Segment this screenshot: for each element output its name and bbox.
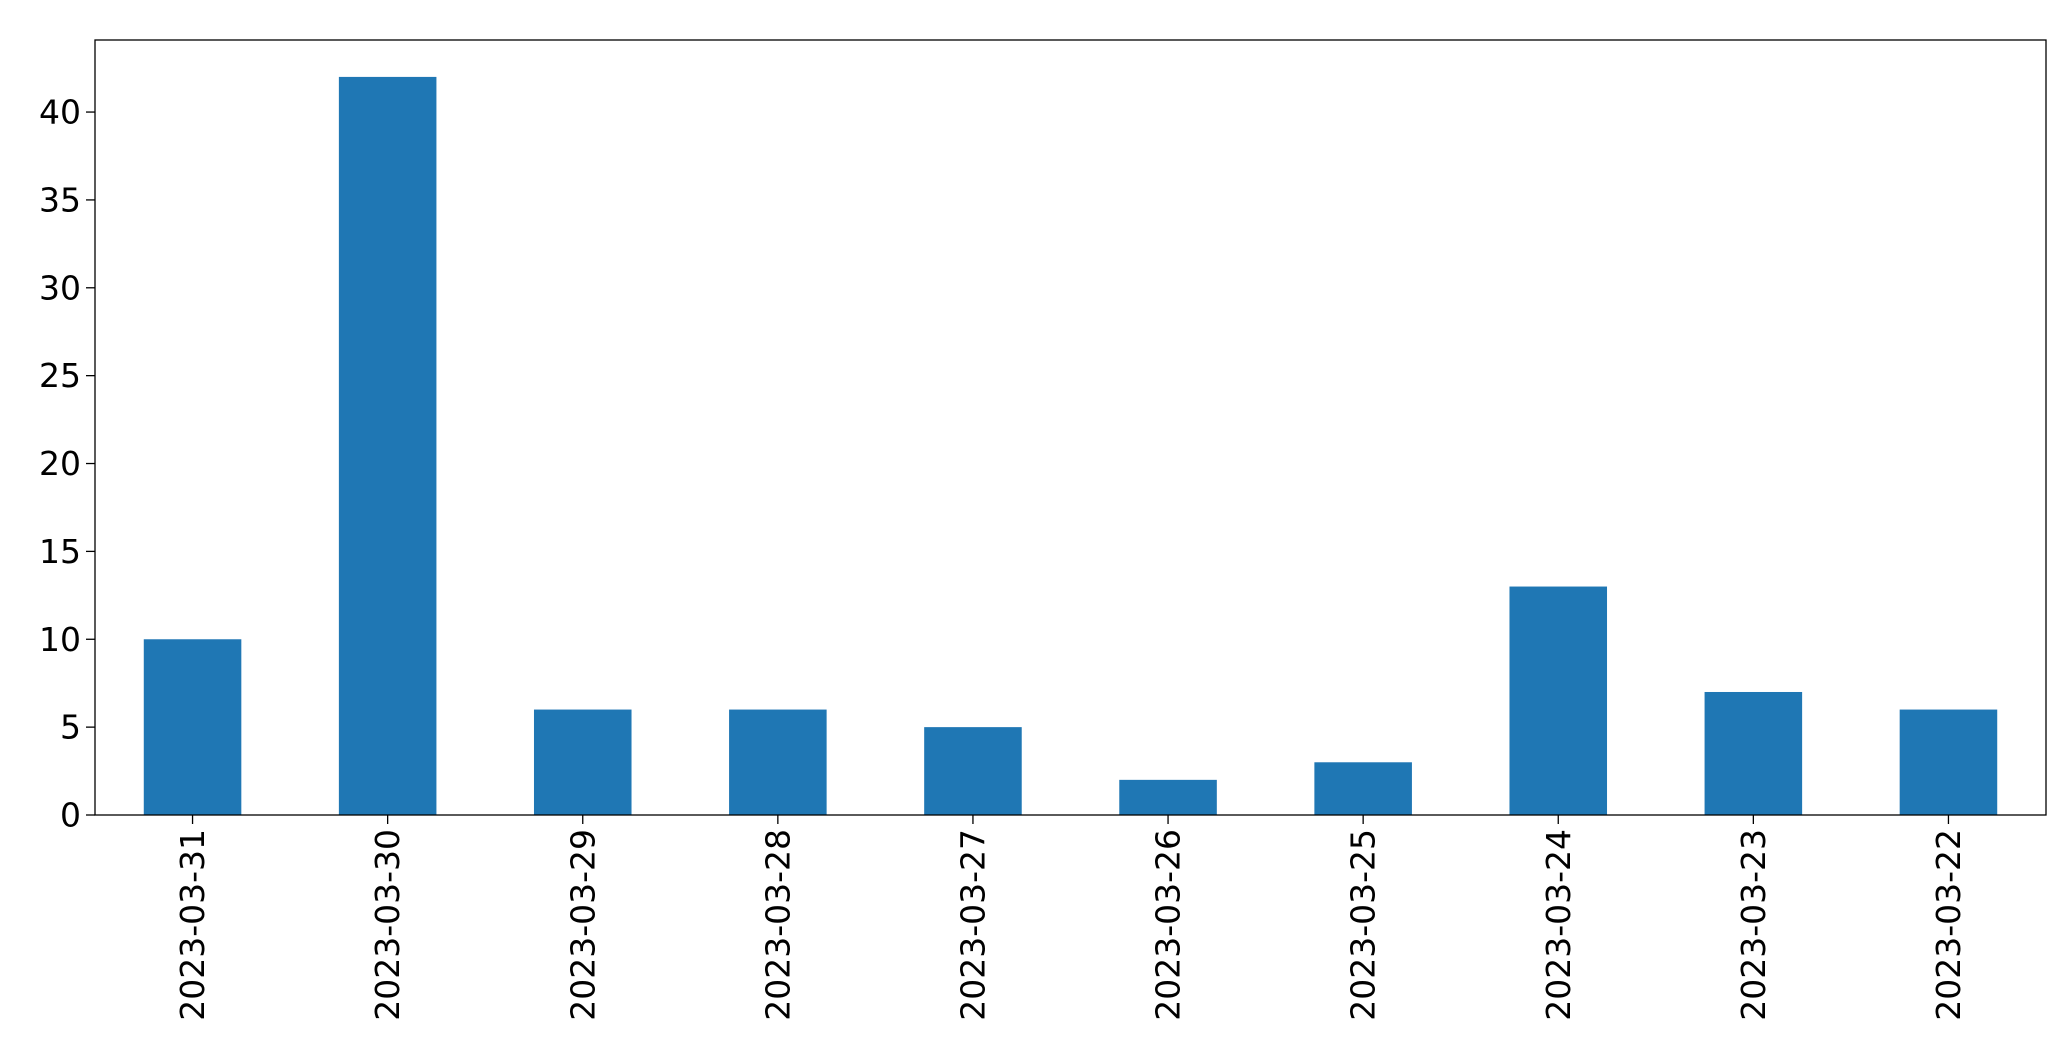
y-tick-label: 0 — [60, 796, 81, 835]
bar-2023-03-23 — [1704, 691, 1803, 815]
bar-2023-03-22 — [1899, 709, 1998, 815]
x-tick-label: 2023-03-28 — [758, 829, 797, 1021]
bar-2023-03-27 — [924, 727, 1022, 815]
bar-2023-03-30 — [338, 76, 437, 815]
bar-2023-03-26 — [1119, 779, 1217, 815]
plot-frame — [94, 39, 2047, 816]
x-axis: 2023-03-31 2023-03-30 2023-03-29 2023-03-28… — [173, 815, 1968, 1021]
bar-2023-03-31 — [143, 639, 242, 815]
y-tick-label: 40 — [39, 93, 81, 132]
x-tick-label: 2023-03-22 — [1929, 829, 1968, 1021]
y-tick-label: 30 — [39, 268, 81, 307]
x-tick-label: 2023-03-31 — [173, 829, 212, 1021]
x-tick-label: 2023-03-30 — [368, 829, 407, 1021]
y-axis: 0 5 10 15 20 25 30 35 40 — [39, 93, 95, 835]
y-tick-label: 15 — [39, 532, 81, 571]
bar-2023-03-25 — [1314, 762, 1412, 815]
x-tick-label: 2023-03-24 — [1539, 829, 1578, 1021]
y-tick-label: 5 — [60, 708, 81, 747]
y-tick-label: 35 — [39, 180, 81, 219]
y-tick-label: 20 — [39, 444, 81, 483]
bar-2023-03-28 — [729, 709, 827, 815]
bar-series — [143, 76, 1998, 815]
bar-2023-03-24 — [1509, 586, 1608, 815]
x-tick-label: 2023-03-29 — [563, 829, 602, 1021]
y-tick-label: 10 — [39, 620, 81, 659]
x-tick-label: 2023-03-23 — [1734, 829, 1773, 1021]
y-tick-label: 25 — [39, 356, 81, 395]
x-tick-label: 2023-03-26 — [1149, 829, 1188, 1021]
bar-2023-03-29 — [533, 709, 632, 815]
x-tick-label: 2023-03-25 — [1344, 829, 1383, 1021]
x-tick-label: 2023-03-27 — [953, 829, 992, 1021]
